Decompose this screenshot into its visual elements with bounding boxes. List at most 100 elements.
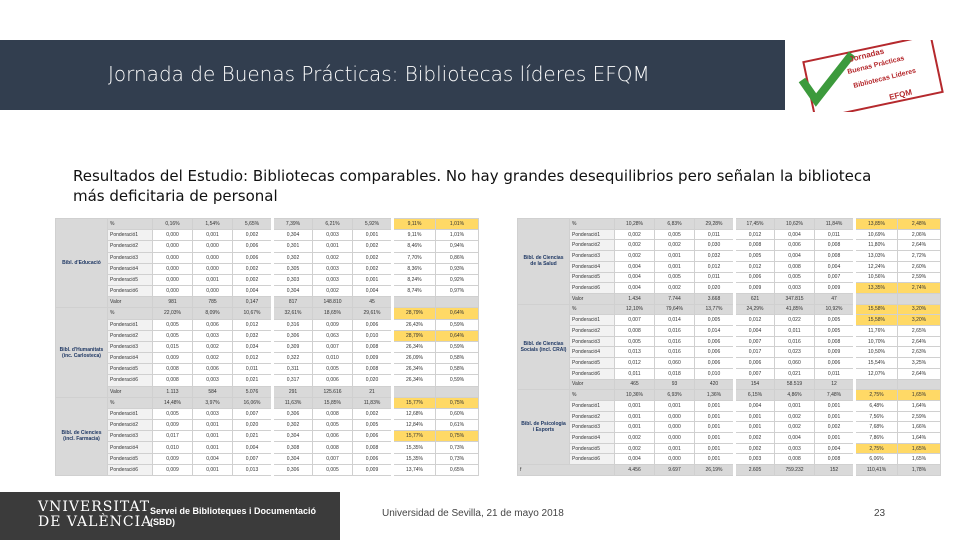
cell: 15,58% <box>853 303 898 316</box>
cell: 0,75% <box>435 396 479 409</box>
cell: 0,000 <box>654 410 695 423</box>
cell: 0,010 <box>352 329 393 342</box>
logo: Jornadas Buenas Prácticas Bibliotecas Lí… <box>798 40 944 112</box>
cell: 152 <box>814 464 855 476</box>
row-label: Ponderació6 <box>107 463 153 477</box>
cell: 0,59% <box>435 318 479 331</box>
cell: 9,11% <box>391 217 436 231</box>
cell: 10,92% <box>814 303 855 316</box>
table-row: Bibl. d'Educació% 0,16% 1,54% 5,65% 7,39% 6,2… <box>55 217 479 309</box>
cell: 0,032 <box>694 250 735 262</box>
cell: 0,16% <box>152 217 193 231</box>
cell: 0,001 <box>192 273 233 287</box>
cell: 10,62% <box>774 218 815 230</box>
cell: 0,009 <box>352 463 393 477</box>
row-label: Ponderació2 <box>569 325 615 337</box>
cell: 0,001 <box>312 240 353 253</box>
cell: 6,93% <box>654 389 695 401</box>
cell: 0,005 <box>733 250 775 262</box>
cell: 0,311 <box>271 363 313 376</box>
table-row: Ponderació3 0,002 0,001 0,032 0,005 0,004 0,00… <box>518 250 941 262</box>
cell: 3,97% <box>192 396 233 409</box>
cell: 0,009 <box>733 282 775 294</box>
slide-title: Jornada de Buenas Prácticas: Bibliotecas… <box>108 62 650 86</box>
cell: 0,008 <box>774 453 815 466</box>
cell: 0,021 <box>232 430 273 443</box>
row-label: % <box>569 218 615 230</box>
cell: 0,007 <box>733 367 775 380</box>
cell <box>853 292 898 305</box>
cell: 1,36% <box>694 389 735 401</box>
cell <box>435 296 479 309</box>
table-row: Ponderació5 0,000 0,001 0,002 0,303 0,003 0,00… <box>56 273 479 287</box>
cell: 11,83% <box>352 396 393 409</box>
table-row: Valor 981 785 0,147 817 148.810 45 <box>56 296 479 309</box>
cell: 0,001 <box>694 399 735 412</box>
table-row: Ponderació2 0,001 0,000 0,001 0,001 0,002 0,00… <box>518 410 941 423</box>
cell: 0,004 <box>614 282 655 294</box>
cell: 10,69% <box>853 228 898 241</box>
cell: 0,014 <box>694 325 735 337</box>
table-row: Bibl. de Ciencias Socials (incl. CRAI)% 1… <box>517 303 941 391</box>
cell: 0,001 <box>694 442 735 455</box>
cell: 0,317 <box>271 374 313 387</box>
row-label: Ponderació5 <box>569 357 615 369</box>
table-row: Valor 1.113 584 5.076 291 125.616 21 <box>56 385 479 398</box>
row-label: Valor <box>569 378 615 391</box>
table-row: Ponderació2 0,005 0,003 0,032 0,306 0,063 0,01… <box>56 329 479 342</box>
cell: 0,022 <box>774 314 815 327</box>
cell: 1,01% <box>435 217 479 231</box>
cell: 0,007 <box>312 452 353 465</box>
group-name: Bibl. de Ciencies (incl. Farmacia) <box>55 396 108 477</box>
cell: 0,030 <box>694 239 735 252</box>
cell: 29,61% <box>352 307 393 320</box>
row-label: Ponderació4 <box>569 260 615 273</box>
cell: 110,41% <box>853 464 898 476</box>
cell: 2,64% <box>897 367 941 380</box>
cell: 13,85% <box>853 218 898 230</box>
cell: 0,001 <box>614 399 655 412</box>
table-row: Ponderació2 0,009 0,001 0,020 0,302 0,005 0,00… <box>56 419 479 432</box>
row-label: Ponderació2 <box>569 410 615 423</box>
cell: 4.456 <box>614 464 655 476</box>
cell: 28,79% <box>391 307 436 320</box>
cell: 0,005 <box>814 325 855 337</box>
cell: 10,36% <box>614 389 655 401</box>
cell: 0,011 <box>694 271 735 284</box>
cell: 5.076 <box>232 385 273 398</box>
cell: 0,006 <box>232 251 273 264</box>
table-row: Bibl. d'Humanitats (inc. Carlosteca)% 22,… <box>55 307 479 398</box>
cell: 26,43% <box>391 318 436 331</box>
cell: 0,001 <box>814 399 855 412</box>
cell: 0,006 <box>694 357 735 369</box>
cell: 2,74% <box>897 282 941 294</box>
cell: 5,92% <box>352 217 393 231</box>
cell: 0,011 <box>232 363 273 376</box>
cell: 26,19% <box>694 464 735 476</box>
cell: 26,34% <box>391 340 436 354</box>
cell: 0,001 <box>352 229 393 242</box>
cell: 0,005 <box>312 419 353 432</box>
cell: 0,59% <box>435 374 479 387</box>
cell: 2,59% <box>897 271 941 284</box>
cell: 0,021 <box>774 367 815 380</box>
cell: 0,003 <box>192 374 233 387</box>
cell: 12,10% <box>614 303 655 316</box>
cell: 5,65% <box>232 217 273 231</box>
cell: 2,64% <box>897 335 941 348</box>
cell: 0,021 <box>232 374 273 387</box>
table-body: Bibl. de Ciencias de la Salud% 10,28% 6,83… <box>517 218 941 476</box>
cell: 0,002 <box>352 262 393 275</box>
cell: 291 <box>271 385 313 398</box>
cell: 759.232 <box>774 464 815 476</box>
cell: 0,000 <box>192 262 233 275</box>
cell: 0,322 <box>271 352 313 365</box>
cell: 0,006 <box>774 239 815 252</box>
cell: 0,73% <box>435 452 479 465</box>
cell: 0,001 <box>192 229 233 242</box>
cell: 0,002 <box>814 421 855 434</box>
cell: 11,76% <box>853 325 898 337</box>
row-label: Ponderació5 <box>569 271 615 284</box>
cell: 15,35% <box>391 452 436 465</box>
